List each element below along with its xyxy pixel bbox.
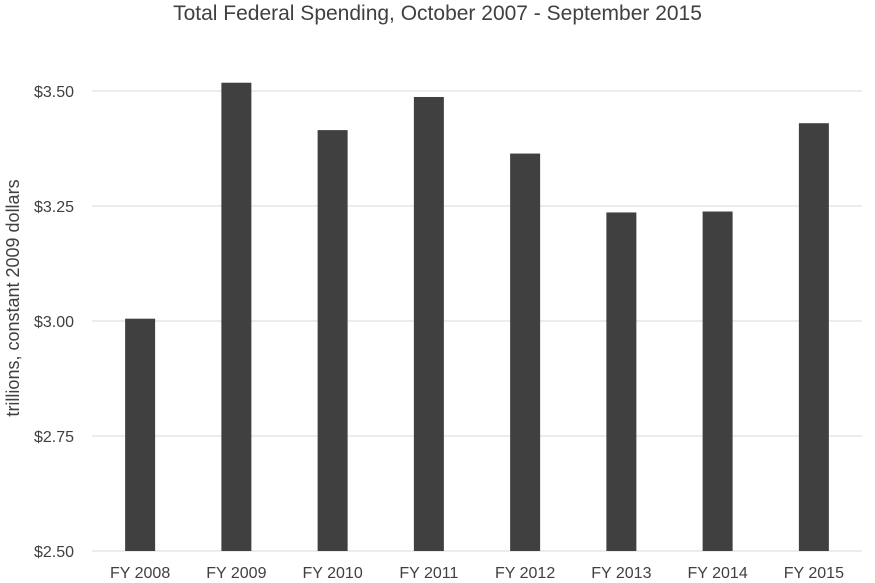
y-axis-ticks: $2.50 $2.75 $3.00 $3.25 $3.50 — [34, 84, 74, 561]
x-tick-label: FY 2009 — [206, 565, 266, 582]
bars — [125, 82, 829, 551]
bar-fy-2009 — [221, 82, 252, 551]
x-tick-label: FY 2015 — [784, 565, 844, 582]
y-tick-label: $2.75 — [34, 429, 74, 446]
gridlines — [92, 90, 862, 552]
x-tick-label: FY 2010 — [303, 565, 363, 582]
x-tick-label: FY 2011 — [399, 565, 458, 582]
x-axis-ticks: FY 2008 FY 2009 FY 2010 FY 2011 FY 2012 FY 20… — [110, 565, 844, 582]
bar-fy-2010 — [317, 130, 348, 551]
x-tick-label: FY 2012 — [495, 565, 555, 582]
y-tick-label: $3.00 — [34, 314, 74, 331]
x-tick-label: FY 2013 — [591, 565, 651, 582]
x-tick-label: FY 2014 — [688, 565, 748, 582]
y-tick-label: $3.50 — [34, 84, 74, 101]
chart-title: Total Federal Spending, October 2007 - S… — [173, 2, 702, 25]
x-tick-label: FY 2008 — [110, 565, 170, 582]
y-tick-label: $2.50 — [34, 544, 74, 561]
bar-fy-2012 — [510, 153, 541, 551]
bar-fy-2013 — [606, 212, 637, 551]
y-axis-title: trillions, constant 2009 dollars — [3, 179, 23, 416]
bar-fy-2014 — [702, 211, 733, 551]
bar-fy-2015 — [798, 123, 829, 551]
y-tick-label: $3.25 — [34, 199, 74, 216]
bar-fy-2008 — [125, 318, 156, 551]
bar-fy-2011 — [413, 96, 444, 551]
